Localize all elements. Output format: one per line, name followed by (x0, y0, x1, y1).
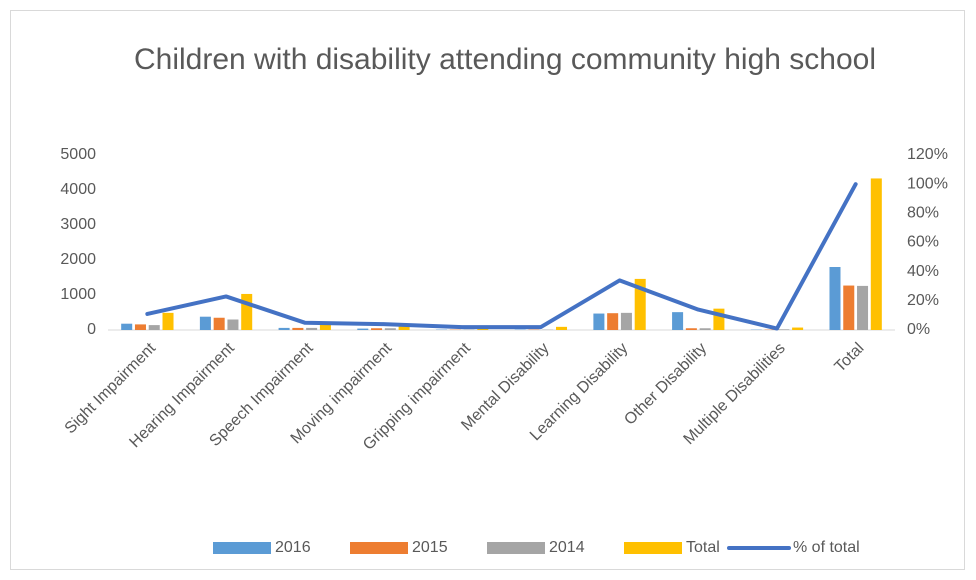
bar (713, 308, 725, 330)
bar (199, 316, 211, 330)
bar (319, 324, 331, 330)
bar (357, 328, 369, 330)
y2-tick-label: 120% (907, 146, 948, 163)
bar (306, 327, 318, 330)
bar (792, 327, 804, 330)
y-tick-label: 0 (87, 321, 96, 338)
bar (134, 324, 146, 330)
bar (843, 285, 855, 330)
bar (241, 293, 253, 330)
x-tick-label: Total (832, 340, 868, 376)
bar (620, 312, 632, 330)
bar (672, 312, 684, 330)
bar (477, 328, 489, 330)
legend-swatch (350, 542, 408, 554)
bar (278, 327, 290, 330)
bar (384, 328, 396, 330)
bar (829, 267, 841, 330)
y-tick-label: 5000 (60, 146, 96, 163)
bar (227, 319, 239, 330)
y2-tick-label: 60% (907, 234, 939, 251)
legend-swatch (487, 542, 545, 554)
line-series (145, 182, 858, 331)
bar (555, 326, 568, 330)
legend-label: 2015 (412, 539, 448, 556)
legend-label: % of total (793, 539, 860, 556)
y-tick-label: 3000 (60, 216, 96, 233)
chart-border (10, 10, 965, 570)
bar (857, 285, 869, 330)
legend-label: 2014 (549, 539, 585, 556)
y-tick-label: 4000 (60, 181, 96, 198)
y2-tick-label: 0% (907, 321, 930, 338)
y2-tick-label: 100% (907, 175, 948, 192)
bar (685, 328, 697, 330)
bar (778, 329, 790, 330)
bar (148, 325, 160, 330)
legend-swatch (624, 542, 682, 554)
bar (699, 328, 711, 330)
y-tick-label: 1000 (60, 286, 96, 303)
y2-tick-label: 40% (907, 263, 939, 280)
bar (213, 317, 225, 330)
bar (593, 313, 605, 330)
bar (634, 278, 646, 330)
x-tick-label: Other Disability (621, 340, 710, 429)
y2-tick-label: 20% (907, 292, 939, 309)
bar (292, 327, 304, 330)
bar (371, 328, 383, 330)
bar (398, 325, 410, 330)
chart-title: Children with disability attending commu… (133, 43, 877, 76)
bar (870, 178, 882, 330)
y2-tick-label: 80% (907, 205, 939, 222)
y-tick-label: 2000 (60, 251, 96, 268)
legend-label: Total (686, 539, 720, 556)
legend-swatch (213, 542, 271, 554)
bar (162, 312, 174, 330)
legend-label: 2016 (275, 539, 311, 556)
bar (607, 313, 619, 330)
bar (121, 323, 133, 330)
